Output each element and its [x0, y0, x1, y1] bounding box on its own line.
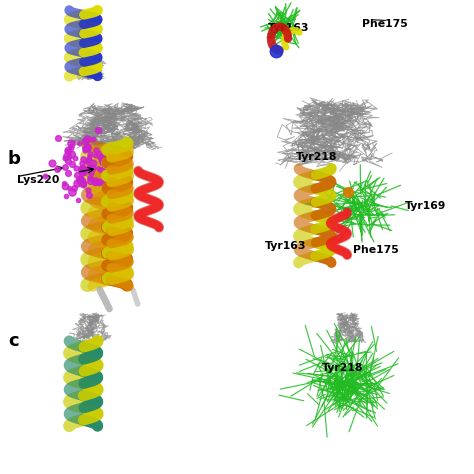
Text: Phe175: Phe175 — [353, 245, 399, 255]
Text: Tyr163: Tyr163 — [265, 241, 307, 251]
Text: Lys220: Lys220 — [17, 175, 60, 185]
Text: b: b — [8, 150, 21, 168]
Text: Tyr169: Tyr169 — [405, 201, 446, 211]
Text: Phe175: Phe175 — [362, 19, 408, 29]
Text: Tyr218: Tyr218 — [322, 364, 364, 374]
Text: c: c — [8, 331, 18, 349]
Text: Tyr218: Tyr218 — [296, 152, 337, 162]
Text: Tyr163: Tyr163 — [268, 23, 309, 33]
